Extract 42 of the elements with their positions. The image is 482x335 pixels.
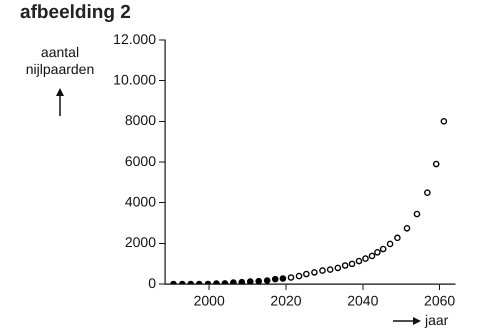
point: [230, 279, 237, 284]
point: [440, 118, 448, 125]
x-tick-label: 2000: [194, 292, 225, 308]
point: [255, 278, 262, 284]
point: [432, 160, 440, 168]
point: [303, 270, 310, 278]
point: [319, 267, 326, 274]
point: [394, 234, 401, 242]
point: [414, 210, 420, 218]
point: [380, 246, 386, 252]
point: [368, 252, 376, 260]
point: [296, 272, 302, 280]
x-tick-label: 2040: [347, 292, 379, 308]
y-tick-label: 12.000: [113, 30, 156, 47]
y-tick-label: 6000: [124, 152, 156, 169]
y-tick-label: 10.000: [113, 72, 156, 88]
y-tick-label: 2000: [124, 234, 156, 250]
point: [362, 255, 369, 262]
point: [288, 274, 294, 281]
y-axis-title: aantal nijlpaarden: [24, 44, 96, 78]
point: [404, 224, 410, 232]
y-tick-label: 0: [148, 274, 156, 291]
x-tick-label: 2020: [270, 292, 302, 308]
point: [348, 260, 356, 268]
point: [334, 264, 342, 272]
point: [342, 262, 348, 269]
chart-title: afbeelding 2: [20, 2, 131, 24]
point: [386, 240, 394, 248]
point: [356, 258, 362, 264]
point: [280, 275, 286, 282]
point: [238, 278, 246, 284]
point: [246, 278, 254, 284]
x-axis-title: jaar: [425, 312, 448, 328]
point: [264, 277, 270, 284]
y-tick-label: 8000: [124, 112, 156, 128]
point: [272, 276, 279, 282]
point: [424, 189, 431, 196]
y-tick-label: 4000: [124, 194, 156, 210]
point: [326, 266, 334, 273]
point: [374, 248, 381, 256]
point: [311, 269, 318, 276]
x-tick-label: 2060: [424, 292, 456, 308]
